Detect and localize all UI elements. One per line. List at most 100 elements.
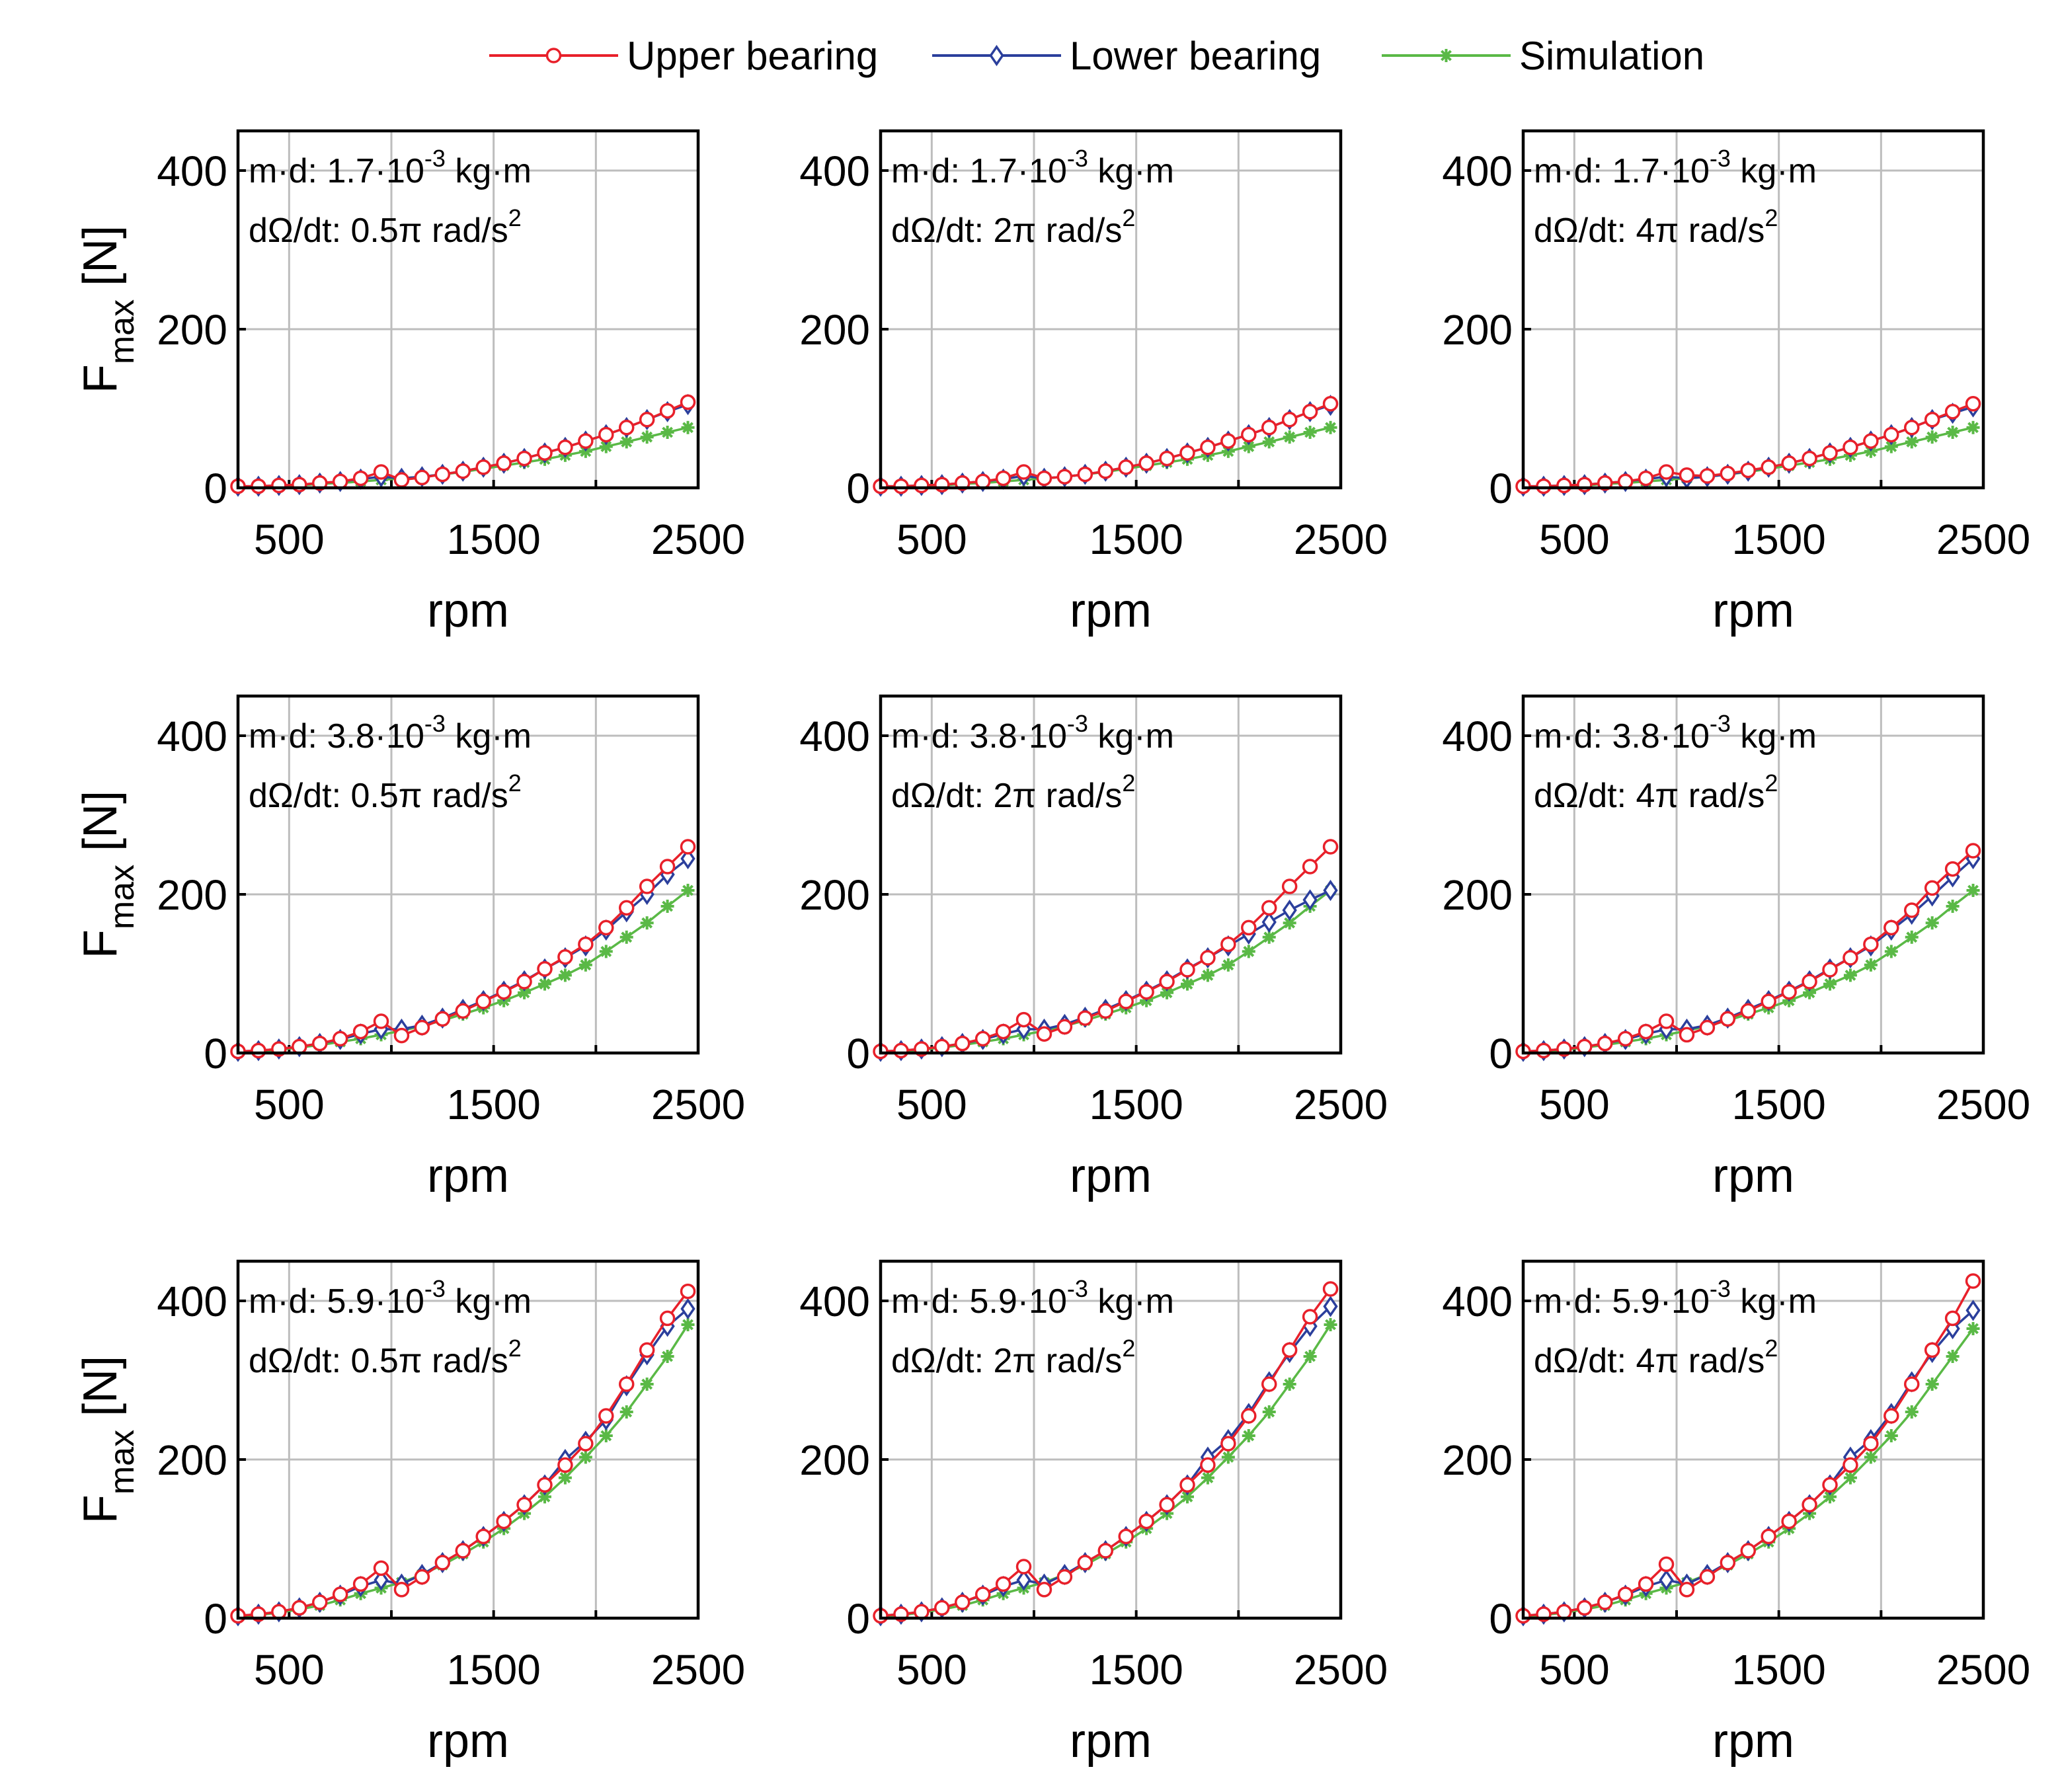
data-point-upper-bearing [393,1582,410,1598]
data-point-lower-bearing [680,1298,695,1320]
data-point-simulation [1823,1490,1837,1504]
data-point-upper-bearing [373,1560,389,1577]
x-tick-label: 2500 [651,516,745,563]
gridlines [1523,696,1983,1053]
subplot-r2-c2: 0 200 400 500 1500 2500 rpm m·d: 3.8·10-3 kg·m d… [799,694,1388,1202]
data-point-upper-bearing [1015,1011,1032,1028]
x-tick-label: 500 [254,516,325,563]
data-point-upper-bearing [1720,1555,1736,1571]
data-point-upper-bearing [1179,1477,1195,1493]
data-point-upper-bearing [1781,984,1797,1000]
subplot-r1-c1: 0 200 400 500 1500 2500 rpm Fmax [N] m·d: 1.7·10… [74,129,745,637]
data-point-upper-bearing [934,1038,950,1055]
data-point-upper-bearing [1597,1594,1613,1610]
annotation-mass-eccentricity: m·d: 1.7·10-3 kg·m [891,145,1174,190]
data-point-upper-bearing [393,472,410,488]
y-tick-label: 200 [1442,1436,1513,1484]
x-tick-label: 2500 [1936,1646,2030,1694]
data-point-simulation [1966,420,1980,434]
data-point-lower-bearing [374,1569,389,1591]
data-point-simulation [1905,930,1919,944]
data-point-upper-bearing [1200,950,1216,966]
x-tick-label: 2500 [651,1646,745,1694]
data-point-upper-bearing [1556,1604,1572,1620]
data-point-upper-bearing [1843,950,1858,966]
data-point-upper-bearing [1699,1019,1716,1036]
data-point-upper-bearing [1903,1376,1920,1392]
x-tick-label: 2500 [1936,1081,2030,1128]
data-point-upper-bearing [1322,396,1339,412]
data-point-upper-bearing [1822,1477,1838,1493]
data-point-upper-bearing [1200,440,1216,455]
data-point-upper-bearing [1597,1035,1613,1052]
data-point-simulation [619,930,633,944]
data-point-simulation [1242,1429,1255,1442]
data-point-simulation [640,1378,654,1391]
gridlines [238,1261,698,1618]
subplot-r3-c3: 0 200 400 500 1500 2500 rpm m·d: 5.9·10-3 kg·m d… [1442,1259,2030,1768]
x-tick-label: 2500 [1294,1081,1388,1128]
series-group [230,1283,696,1627]
series-line-upper-bearing [1523,1280,1975,1617]
data-point-upper-bearing [1536,478,1552,494]
legend: Upper bearing Lower bearing Simulation [489,34,1704,78]
data-point-simulation [1201,968,1214,982]
data-point-upper-bearing [1077,1555,1093,1571]
data-point-upper-bearing [1015,1559,1032,1575]
x-axis-label: rpm [1712,1715,1794,1768]
data-point-upper-bearing [1884,426,1899,443]
data-point-upper-bearing [618,420,635,436]
data-point-upper-bearing [455,463,471,479]
x-axis-label: rpm [427,1149,509,1202]
data-point-lower-bearing [1323,879,1338,902]
y-tick-label: 200 [799,871,870,919]
y-tick-label: 400 [1442,713,1513,760]
series-group [873,1281,1339,1627]
y-tick-label: 200 [799,1436,870,1484]
y-tick-label: 0 [1489,1030,1513,1077]
x-tick-label: 1500 [1731,516,1825,563]
data-point-upper-bearing [659,403,676,419]
data-point-simulation [1966,1322,1980,1335]
y-tick-label: 400 [799,147,870,195]
subplot-r1-c2: 0 200 400 500 1500 2500 rpm m·d: 1.7·10-3 kg·m d… [799,129,1388,637]
x-tick-label: 2500 [1294,516,1388,563]
subplot-r1-c3: 0 200 400 500 1500 2500 rpm m·d: 1.7·10-3 kg·m d… [1442,129,2030,637]
data-point-upper-bearing [537,445,553,461]
annotation-mass-eccentricity: m·d: 5.9·10-3 kg·m [891,1275,1174,1321]
y-tick-label: 0 [846,465,870,512]
data-point-upper-bearing [1159,1497,1175,1513]
data-point-upper-bearing [414,1569,430,1585]
data-point-simulation [1262,1405,1276,1419]
data-point-simulation [599,440,613,453]
x-axis-label: rpm [1070,1715,1152,1768]
data-point-simulation [619,435,633,449]
data-point-upper-bearing [292,1038,307,1055]
data-point-simulation [1181,977,1194,991]
data-point-upper-bearing [1056,1019,1073,1035]
data-point-upper-bearing [311,1594,328,1610]
data-point-upper-bearing [1118,1528,1134,1545]
legend-item-upper-bearing: Upper bearing [489,34,878,78]
annotation-acceleration: dΩ/dt: 2π rad/s2 [891,1335,1135,1380]
data-point-simulation [1283,1378,1296,1391]
axes-frame [1521,129,1985,490]
data-point-upper-bearing [1740,1003,1757,1019]
data-point-upper-bearing [1281,412,1298,428]
data-point-upper-bearing [1863,433,1879,449]
x-tick-label: 2500 [1936,516,2030,563]
gridlines [881,696,1341,1053]
data-point-upper-bearing [934,1600,950,1616]
data-point-upper-bearing [618,900,635,916]
data-point-simulation [640,916,654,930]
data-point-upper-bearing [1281,1342,1298,1358]
data-point-upper-bearing [434,1555,451,1571]
y-tick-label: 400 [157,1278,227,1325]
y-tick-label: 400 [157,147,227,195]
data-point-upper-bearing [1720,465,1736,482]
data-point-upper-bearing [954,1035,971,1052]
axes-frame [236,694,700,1055]
data-point-simulation [1925,1378,1939,1391]
data-point-upper-bearing [332,473,348,490]
